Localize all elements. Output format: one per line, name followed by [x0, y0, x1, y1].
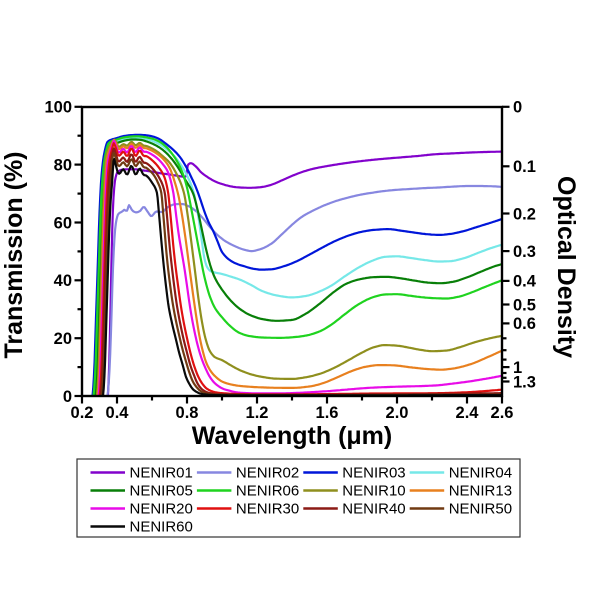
svg-text:1.2: 1.2: [246, 404, 269, 422]
svg-text:NENIR03: NENIR03: [342, 465, 405, 482]
svg-text:0.1: 0.1: [513, 158, 536, 176]
svg-text:0.2: 0.2: [513, 205, 536, 223]
svg-text:NENIR10: NENIR10: [342, 483, 405, 500]
svg-text:NENIR13: NENIR13: [449, 483, 512, 500]
svg-text:2.6: 2.6: [491, 404, 514, 422]
svg-text:80: 80: [54, 156, 72, 174]
svg-text:0.8: 0.8: [176, 404, 199, 422]
svg-text:NENIR02: NENIR02: [236, 465, 299, 482]
svg-text:100: 100: [44, 99, 72, 117]
svg-text:NENIR50: NENIR50: [449, 501, 512, 518]
svg-text:NENIR30: NENIR30: [236, 501, 299, 518]
svg-text:NENIR04: NENIR04: [449, 465, 512, 482]
svg-text:Transmission (%): Transmission (%): [0, 152, 28, 359]
svg-text:NENIR20: NENIR20: [130, 501, 193, 518]
svg-text:1.6: 1.6: [316, 404, 339, 422]
svg-text:Wavelength (μm): Wavelength (μm): [192, 422, 393, 450]
svg-text:NENIR40: NENIR40: [342, 501, 405, 518]
svg-text:0.2: 0.2: [71, 404, 94, 422]
svg-text:NENIR01: NENIR01: [130, 465, 193, 482]
svg-text:NENIR60: NENIR60: [130, 519, 193, 536]
svg-text:40: 40: [54, 272, 72, 290]
svg-text:2.4: 2.4: [456, 404, 480, 422]
svg-text:20: 20: [54, 330, 72, 348]
svg-text:NENIR05: NENIR05: [130, 483, 193, 500]
svg-text:0.4: 0.4: [513, 273, 537, 291]
svg-text:60: 60: [54, 214, 72, 232]
svg-text:0: 0: [63, 388, 72, 406]
svg-text:0: 0: [513, 99, 522, 117]
svg-text:NENIR06: NENIR06: [236, 483, 299, 500]
svg-text:1: 1: [513, 359, 522, 377]
svg-text:2.0: 2.0: [386, 404, 409, 422]
svg-text:0.5: 0.5: [513, 296, 536, 314]
svg-text:1.3: 1.3: [513, 373, 536, 391]
svg-text:0.4: 0.4: [106, 404, 130, 422]
svg-text:0.3: 0.3: [513, 243, 536, 261]
svg-text:0.6: 0.6: [513, 315, 536, 333]
svg-text:Optical Density: Optical Density: [552, 176, 580, 358]
